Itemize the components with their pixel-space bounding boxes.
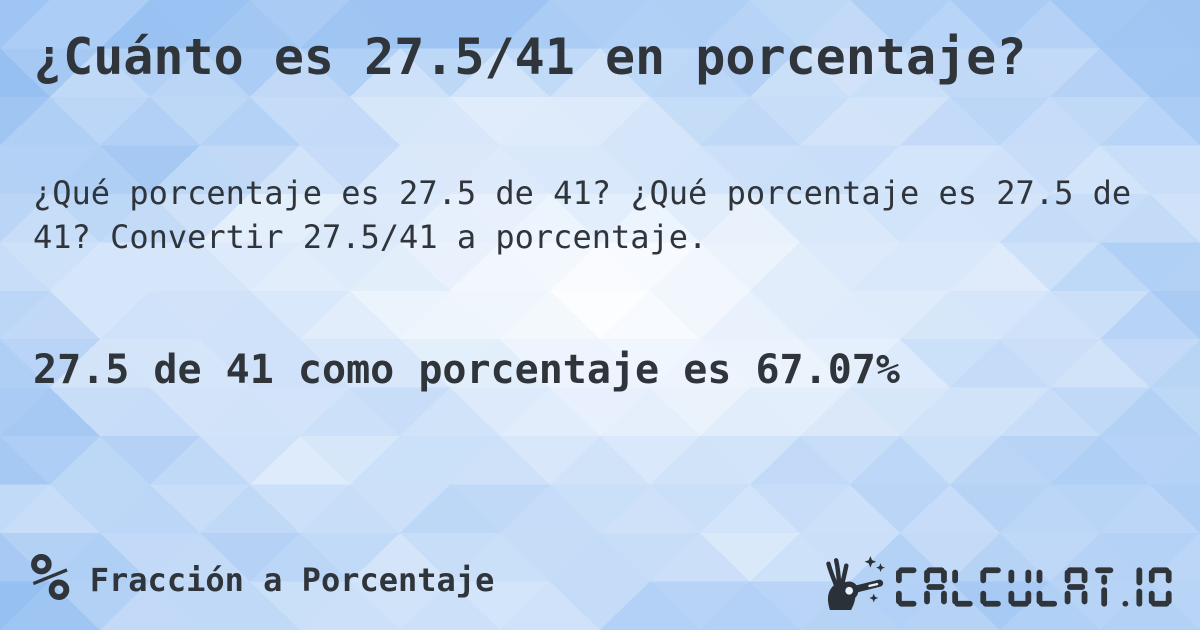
category-label: Fracción a Porcentaje [89, 561, 495, 599]
brand-logo [822, 553, 1172, 610]
footer: % Fracción a Porcentaje [30, 539, 1172, 616]
percent-icon: % [30, 539, 70, 616]
magic-wand-hand-icon [826, 556, 885, 610]
description-text: ¿Qué porcentaje es 27.5 de 41? ¿Qué porc… [33, 174, 1132, 256]
answer-text: 27.5 de 41 como porcentaje es 67.07% [33, 347, 900, 393]
page-title: ¿Cuánto es 27.5/41 en porcentaje? [33, 28, 1027, 86]
category-badge: % Fracción a Porcentaje [30, 539, 495, 616]
brand-wordmark [896, 567, 1172, 607]
